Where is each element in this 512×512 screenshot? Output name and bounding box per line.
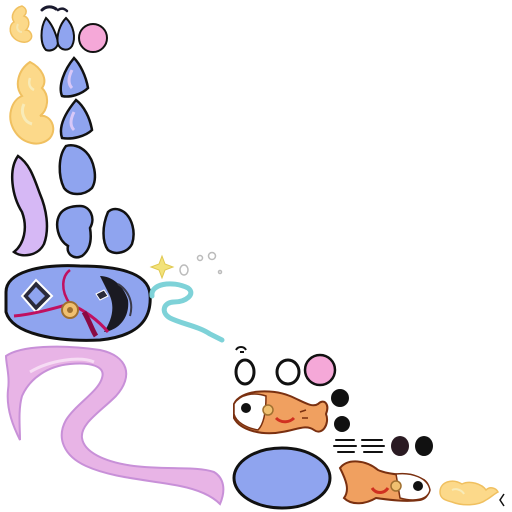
ear-tip-left-sprite [59,56,90,98]
sparkle-sprite [149,254,175,280]
koi-fish-sprite [233,390,329,435]
speed-lines-sprite [333,439,385,453]
black-dots-sprite [331,389,433,456]
ribbon-highlight [29,357,95,374]
koi-fish-sprite-2 [338,460,431,505]
paw-left-sprite [58,144,97,196]
bubbles-sprite [179,251,223,276]
body-with-bow-sprite [4,264,152,342]
flame-large-sprite [9,60,55,145]
lavender-tail-sprite [10,154,49,257]
flame-corner-sprite [439,480,505,507]
brow-sprite [40,5,69,13]
pink-dot-sprite [78,23,108,53]
paw-right-sprite [102,207,135,255]
ear-right-sprite [56,16,75,51]
pink-ribbon-sprite [4,345,225,506]
ear-left-sprite [40,16,60,52]
flame-small-sprite [9,5,33,43]
eye-set-sprite [234,346,337,387]
teal-swirl-sprite [149,281,225,343]
ear-tip-right-sprite [59,98,94,140]
blue-oval-sprite [232,446,332,510]
paw-mid-sprite [56,204,94,259]
